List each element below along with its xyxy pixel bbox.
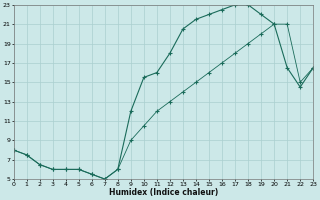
X-axis label: Humidex (Indice chaleur): Humidex (Indice chaleur) [109, 188, 218, 197]
